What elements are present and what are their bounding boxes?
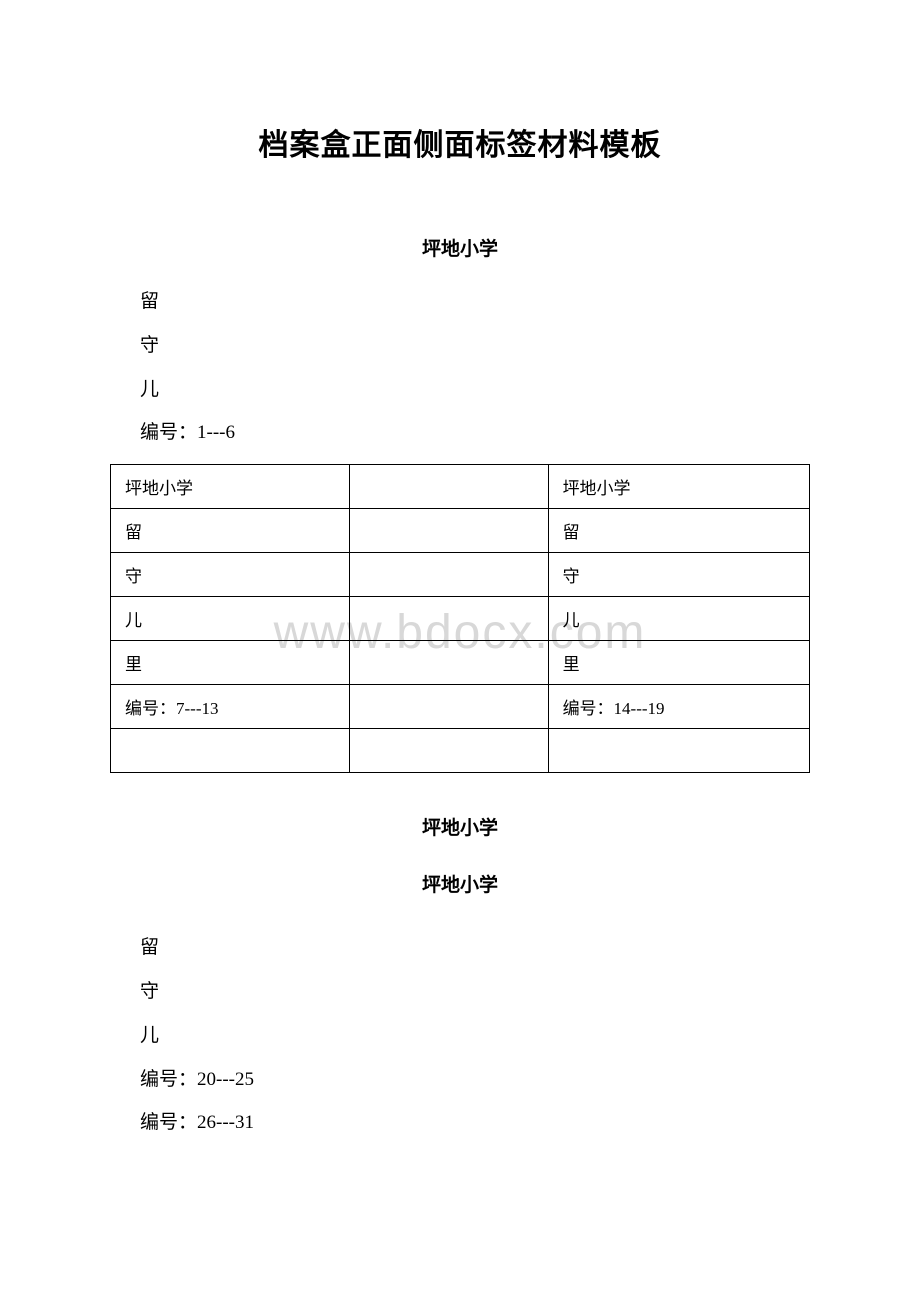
section2-line1: 留 [140, 927, 810, 969]
table-cell [111, 729, 350, 773]
table-cell [349, 465, 548, 509]
table-cell: 里 [111, 641, 350, 685]
table-cell: 编号：14---19 [548, 685, 809, 729]
table-cell: 守 [548, 553, 809, 597]
section1-line1: 留 [140, 281, 810, 323]
table-cell: 留 [548, 509, 809, 553]
section2-line2: 守 [140, 971, 810, 1013]
section1-subtitle: 坪地小学 [110, 234, 810, 261]
table-cell [548, 729, 809, 773]
table-row: 里 里 [111, 641, 810, 685]
section2-line4: 编号：20---25 [140, 1059, 810, 1101]
section2-subtitle2: 坪地小学 [110, 870, 810, 897]
table-cell [349, 729, 548, 773]
document-title: 档案盒正面侧面标签材料模板 [110, 120, 810, 164]
table-row: 守 守 [111, 553, 810, 597]
table-row: 留 留 [111, 509, 810, 553]
document-content: 档案盒正面侧面标签材料模板 坪地小学 留 守 儿 编号：1---6 坪地小学 坪… [110, 120, 810, 1144]
label-table: 坪地小学 坪地小学 留 留 守 守 儿 儿 里 里 [110, 464, 810, 773]
section2-line5: 编号：26---31 [140, 1102, 810, 1144]
table-row: 儿 儿 [111, 597, 810, 641]
table-cell: 儿 [111, 597, 350, 641]
table-cell: 里 [548, 641, 809, 685]
table-row: 编号：7---13 编号：14---19 [111, 685, 810, 729]
table-cell [349, 685, 548, 729]
table-cell [349, 641, 548, 685]
table-cell: 儿 [548, 597, 809, 641]
table-row [111, 729, 810, 773]
table-cell: 留 [111, 509, 350, 553]
section1-line2: 守 [140, 325, 810, 367]
table-cell [349, 509, 548, 553]
table-cell [349, 597, 548, 641]
table-cell [349, 553, 548, 597]
section2-text-block: 留 守 儿 编号：20---25 编号：26---31 [140, 927, 810, 1144]
section1-line3: 儿 [140, 369, 810, 411]
table-cell: 坪地小学 [111, 465, 350, 509]
section2-subtitle1: 坪地小学 [110, 813, 810, 840]
table-row: 坪地小学 坪地小学 [111, 465, 810, 509]
section1-text-block: 留 守 儿 编号：1---6 [140, 281, 810, 454]
table-cell: 守 [111, 553, 350, 597]
table-cell: 编号：7---13 [111, 685, 350, 729]
table-cell: 坪地小学 [548, 465, 809, 509]
section1-line4: 编号：1---6 [140, 412, 810, 454]
section2-line3: 儿 [140, 1015, 810, 1057]
